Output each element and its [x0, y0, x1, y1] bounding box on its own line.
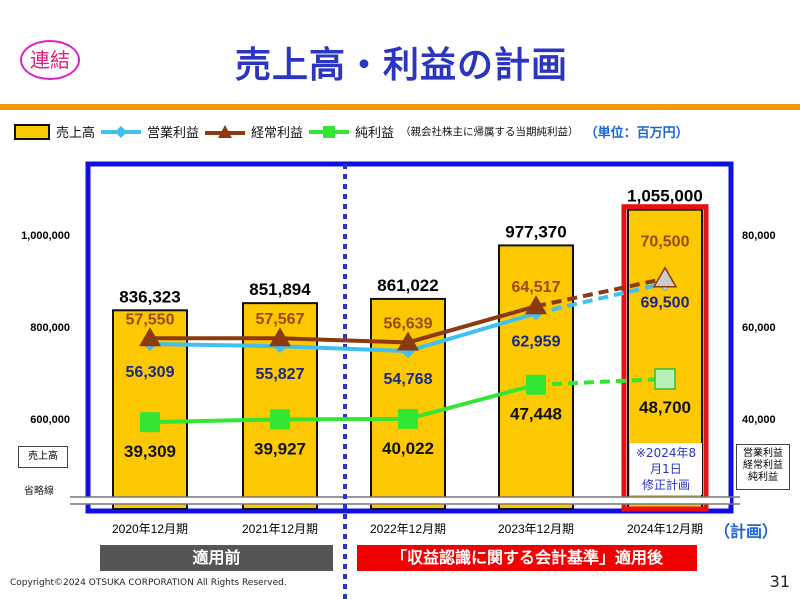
legend-swatch-operating	[101, 125, 142, 138]
left-axis-box: 売上高	[18, 446, 68, 468]
ordinary-line	[149, 304, 537, 345]
right-axis-net: 純利益	[748, 472, 778, 483]
consolidated-badge: 連結	[20, 40, 80, 80]
legend-net: 純利益	[355, 126, 395, 141]
plan-note: ※2024年8月1日 修正計画	[630, 443, 702, 495]
plan-highlight-frame	[621, 204, 709, 512]
legend-ordinary: 経常利益	[251, 126, 304, 141]
operating-label: 62,959	[512, 333, 561, 350]
ordinary-label: 57,550	[126, 311, 175, 328]
legend: 売上高 営業利益 経常利益 純利益 （親会社株主に帰属する当期純利益） （単位：…	[14, 122, 689, 141]
net-marker	[398, 408, 418, 429]
operating-label: 56,309	[126, 364, 175, 381]
category-label: 2021年12月期	[242, 522, 318, 536]
right-axis-box: 営業利益 経常利益 純利益	[736, 444, 790, 490]
revenue-label: 861,022	[377, 276, 438, 295]
net-label: 40,022	[382, 439, 434, 458]
legend-operating: 営業利益	[147, 126, 200, 141]
plan-note-text: 修正計画	[641, 478, 690, 492]
revenue-label: 1,055,000	[627, 187, 703, 206]
operating-plan-line	[535, 281, 666, 316]
unit-label: （単位：百万円）	[584, 126, 689, 141]
net-marker	[270, 409, 290, 430]
copyright: Copyright©2024 OTSUKA CORPORATION All Ri…	[10, 578, 287, 588]
ordinary-label: 70,500	[641, 234, 690, 251]
ordinary-label: 56,639	[384, 315, 433, 332]
legend-revenue: 売上高	[56, 126, 96, 141]
band-after: 「収益認識に関する会計基準」適用後	[357, 545, 697, 571]
ordinary-label: 57,567	[256, 311, 305, 328]
ordinary-marker	[139, 327, 161, 347]
plot-frame	[85, 161, 734, 514]
revenue-label: 977,370	[505, 222, 566, 241]
operating-label: 54,768	[384, 371, 433, 388]
net-plan-line	[535, 376, 666, 387]
right-axis-tick: 60,000	[742, 322, 776, 334]
band-before: 適用前	[100, 545, 333, 571]
operating-label: 55,827	[256, 366, 305, 383]
right-axis-tick: 40,000	[742, 414, 776, 426]
header-divider	[0, 104, 800, 110]
net-marker	[526, 374, 546, 395]
net-marker	[654, 368, 676, 390]
legend-swatch-revenue	[14, 123, 50, 140]
legend-swatch-net	[309, 125, 350, 138]
operating-line	[149, 311, 537, 354]
category-label: 2024年12月期	[627, 522, 703, 536]
ordinary-marker	[397, 331, 419, 351]
legend-net-note: （親会社株主に帰属する当期純利益）	[400, 126, 579, 138]
net-marker	[140, 412, 160, 433]
ordinary-marker	[269, 327, 291, 347]
legend-swatch-ordinary	[205, 124, 246, 138]
net-label: 39,309	[124, 442, 176, 461]
revenue-label: 836,323	[119, 287, 180, 306]
right-axis-operating: 営業利益	[743, 448, 783, 459]
left-axis-tick: 600,000	[30, 414, 70, 426]
net-label: 48,700	[639, 398, 691, 417]
category-label: 2020年12月期	[112, 522, 188, 536]
plan-note-date: ※2024年8月1日	[635, 446, 697, 476]
left-axis-tick: 1,000,000	[21, 230, 70, 242]
left-axis-tick: 800,000	[30, 322, 70, 334]
plan-suffix: （計画）	[714, 522, 779, 541]
ordinary-marker	[652, 266, 678, 288]
right-axis-ordinary: 経常利益	[743, 460, 783, 471]
break-line-label: 省略線	[24, 486, 54, 497]
right-axis-tick: 80,000	[742, 230, 776, 242]
net-label: 39,927	[254, 439, 306, 458]
page-number: 31	[769, 572, 790, 591]
break-gap	[80, 497, 730, 504]
category-label: 2022年12月期	[370, 522, 446, 536]
ordinary-label: 64,517	[512, 279, 561, 296]
page-title: 売上高・利益の計画	[235, 45, 569, 86]
revenue-label: 851,894	[249, 280, 311, 299]
operating-label: 69,500	[641, 294, 690, 311]
net-label: 47,448	[510, 405, 562, 424]
ordinary-marker	[525, 295, 547, 315]
ordinary-plan-line	[535, 276, 666, 309]
category-label: 2023年12月期	[498, 522, 574, 536]
net-line	[149, 382, 537, 425]
